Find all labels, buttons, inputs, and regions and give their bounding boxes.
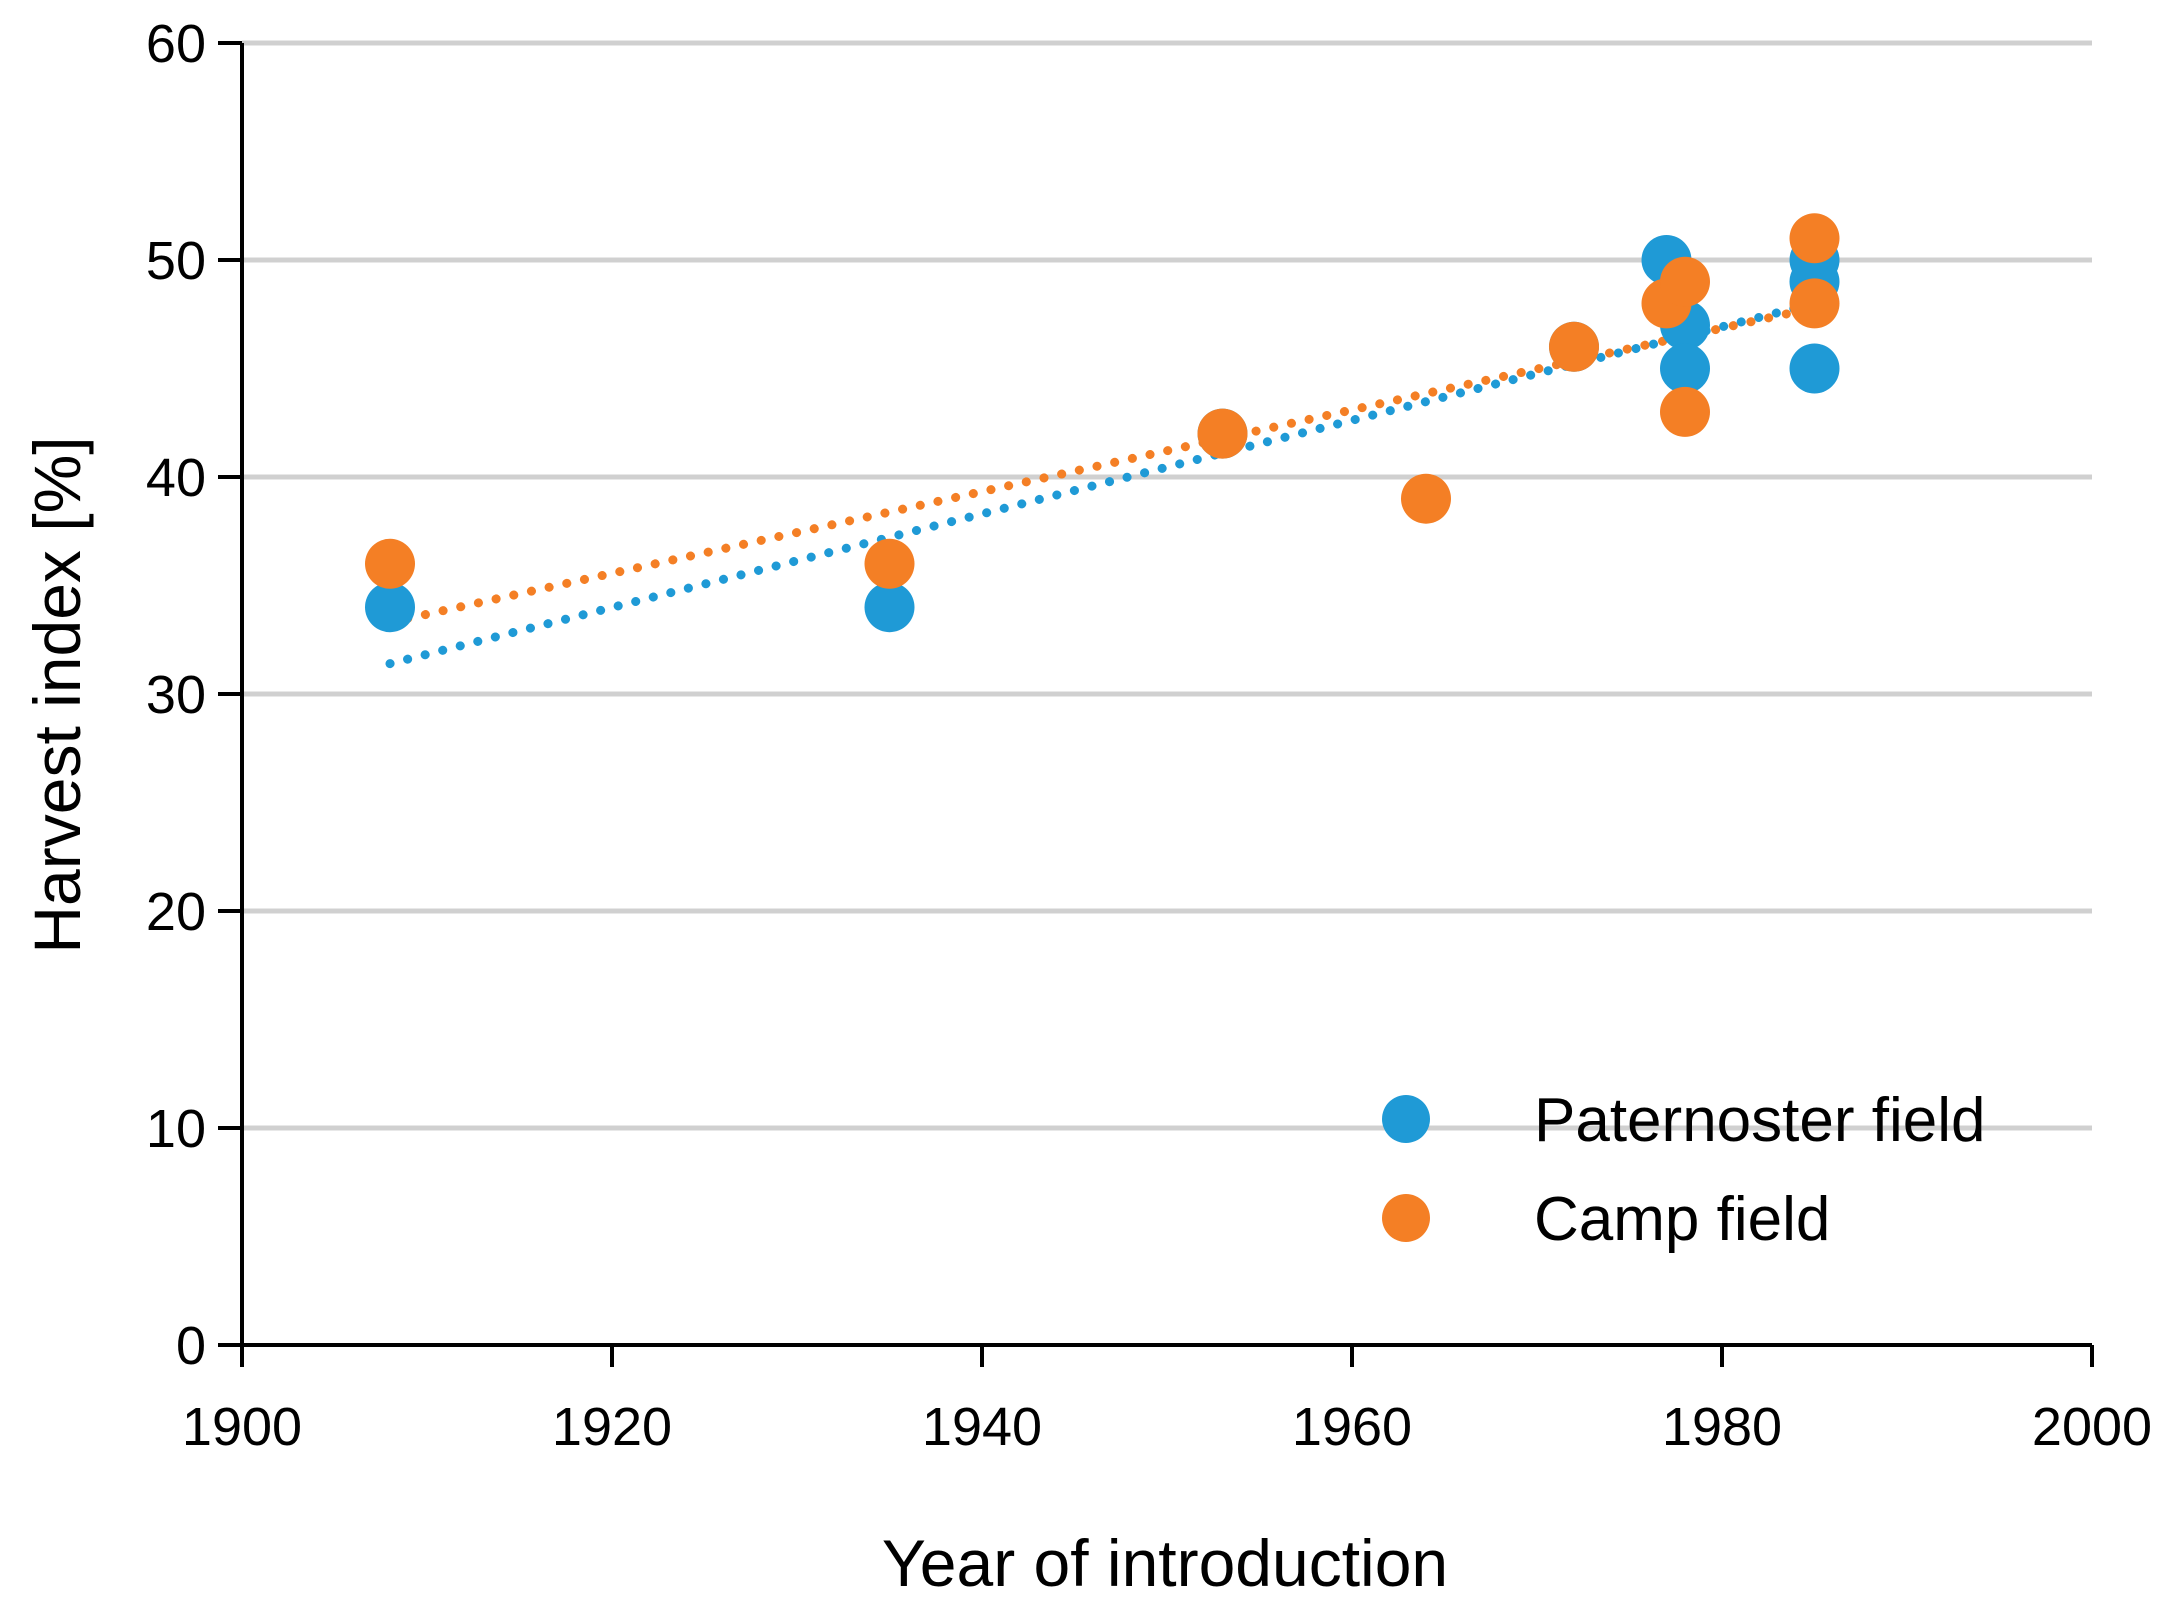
point-series-0-1	[864, 582, 915, 633]
x-axis-title: Year of introduction	[882, 1526, 1448, 1600]
axes	[218, 41, 2094, 1367]
point-series-1-0	[365, 538, 415, 589]
y-tick-label-0: 0	[176, 1316, 206, 1376]
x-tick-label-2000: 2000	[2032, 1397, 2152, 1457]
point-series-1-4	[1549, 321, 1599, 372]
y-axis-title: Harvest index [%]	[20, 436, 94, 953]
point-series-1-3	[1401, 473, 1451, 524]
legend-label-paternoster-field: Paternoster field	[1534, 1086, 1985, 1155]
point-series-0-6	[1660, 343, 1710, 394]
point-series-1-1	[864, 538, 915, 589]
y-tick-label-30: 30	[146, 665, 206, 725]
point-series-1-7	[1660, 386, 1710, 437]
x-tick-label-1980: 1980	[1662, 1397, 1782, 1457]
legend-marker-paternoster-field	[1382, 1095, 1430, 1143]
point-series-1-8	[1789, 213, 1840, 264]
y-tick-label-10: 10	[146, 1099, 206, 1159]
point-series-1-9	[1789, 278, 1840, 329]
x-tick-label-1960: 1960	[1292, 1397, 1412, 1457]
x-tick-label-1900: 1900	[182, 1397, 302, 1457]
trendline-series-1	[385, 303, 1819, 627]
trendline-series-0	[385, 298, 1819, 669]
data-points	[365, 213, 1840, 633]
trendlines	[385, 298, 1819, 669]
point-series-1-2	[1197, 408, 1248, 459]
gridlines	[242, 40, 2092, 1131]
legend-marker-camp-field	[1382, 1194, 1430, 1242]
point-series-1-6	[1660, 256, 1710, 307]
x-tick-label-1920: 1920	[552, 1397, 672, 1457]
y-tick-label-20: 20	[146, 882, 206, 942]
x-tick-label-1940: 1940	[922, 1397, 1042, 1457]
y-tick-label-40: 40	[146, 448, 206, 508]
y-tick-label-50: 50	[146, 231, 206, 291]
legend: Paternoster field Camp field	[1382, 1086, 1985, 1254]
point-series-0-0	[365, 582, 415, 633]
point-series-0-9	[1789, 343, 1840, 394]
y-tick-label-60: 60	[146, 14, 206, 74]
legend-label-camp-field: Camp field	[1534, 1185, 1830, 1254]
tick-labels: 0 10 20 30 40 50 60 1900 1920 1940 1960 1980 2000	[146, 14, 2152, 1457]
